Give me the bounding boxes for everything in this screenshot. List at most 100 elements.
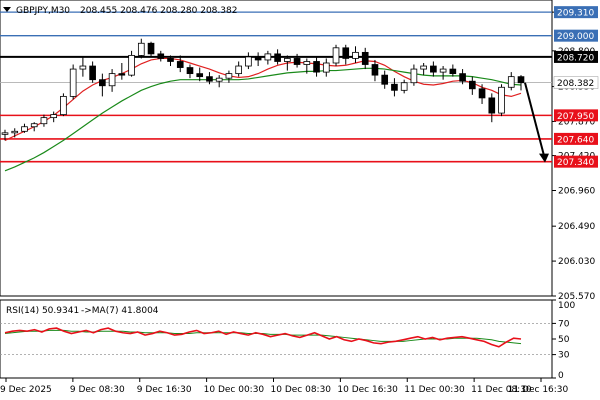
resistance-level-badge: [554, 6, 598, 19]
rsi-layer: [0, 322, 552, 356]
candles: [1, 38, 525, 141]
rsi-ma-label: ->MA(7) 41.8004: [81, 306, 159, 316]
moving-average-lines: [4, 57, 522, 172]
support-level-label: 207.950: [557, 112, 594, 122]
candle-up: [284, 58, 291, 62]
chart-header: GBPJPY,M30 208.455 208.476 208.280 208.3…: [3, 6, 237, 16]
arrow-head-icon: [539, 153, 549, 163]
candle-up: [11, 130, 19, 134]
forecast-arrow: [524, 82, 549, 163]
candle-up: [439, 68, 447, 73]
time-tick-label: 10 Dec 08:30: [271, 385, 332, 395]
candle-down: [371, 64, 379, 76]
current-price-label: 208.382: [557, 79, 594, 89]
candle-up: [498, 86, 505, 114]
rsi-tick-label: 0: [558, 371, 564, 381]
time-tick-label: 11 Dec 00:30: [404, 385, 465, 395]
candle-up: [108, 73, 116, 87]
candle-down: [468, 80, 476, 90]
time-tick-label: 9 Dec 2025: [0, 385, 52, 395]
candle-down: [157, 53, 165, 59]
candle-up: [322, 62, 330, 73]
candle-up: [69, 68, 77, 97]
candle-down: [99, 79, 106, 87]
candle-down: [118, 73, 126, 76]
candle-down: [342, 47, 350, 59]
ma-slow-line: [4, 67, 522, 172]
ohlc-values: 208.455 208.476 208.280 208.382: [80, 6, 237, 16]
candle-up: [245, 56, 252, 67]
time-tick-label: 9 Dec 08:30: [70, 385, 125, 395]
time-tick-label: 11 Dec 08:30: [471, 385, 532, 395]
candle-down: [274, 53, 281, 62]
resistance-level-label: 209.000: [557, 32, 594, 42]
candle-up: [264, 53, 272, 61]
candle-up: [215, 77, 223, 82]
rsi-panel: [0, 299, 553, 379]
candle-down: [361, 51, 369, 65]
rsi-tick-label: 70: [558, 319, 570, 329]
price-axis: 209.310208.800208.330207.870207.420206.9…: [552, 6, 599, 302]
candle-down: [449, 68, 457, 75]
candle-down: [196, 73, 204, 78]
support-level-badge: [554, 109, 598, 122]
candle-down: [313, 61, 320, 73]
time-axis: 9 Dec 2025 9 Dec 08:30 9 Dec 16:30 10 Dec 0…: [0, 378, 569, 395]
resistance-level-badge: [554, 29, 598, 42]
price-tick-label: 206.960: [558, 187, 595, 197]
rsi-line: [4, 327, 522, 348]
candle-up: [303, 61, 311, 65]
candle-up: [420, 65, 427, 70]
candle-down: [488, 97, 496, 114]
candle-up: [225, 73, 233, 79]
candle-up: [235, 65, 242, 75]
candle-up: [50, 114, 58, 119]
time-tick-label: 10 Dec 00:30: [204, 385, 265, 395]
current-price-badge: [553, 76, 599, 89]
candle-up: [400, 82, 408, 91]
rsi-label: RSI(14) 50.9341: [6, 306, 79, 316]
candle-up: [128, 55, 135, 76]
candle-up: [507, 76, 515, 88]
support-level-label: 207.640: [557, 135, 594, 145]
rsi-tick-label: 50: [558, 335, 570, 345]
rsi-tick-label: 100: [558, 301, 575, 311]
candle-down: [186, 67, 194, 75]
price-tick-label: 206.030: [558, 257, 595, 267]
pivot-level-label: 208.720: [557, 53, 594, 63]
support-level-badge: [554, 155, 598, 168]
rsi-axis: 100 70 50 30 0: [552, 299, 575, 381]
time-tick-label: 9 Dec 16:30: [137, 385, 192, 395]
candle-down: [459, 73, 466, 82]
candle-down: [381, 74, 389, 85]
candle-up: [79, 65, 87, 70]
pivot-level-badge: [554, 50, 598, 63]
candle-down: [176, 61, 184, 68]
candle-down: [89, 65, 96, 81]
time-tick-label: 10 Dec 16:30: [337, 385, 398, 395]
candle-down: [293, 58, 301, 65]
candle-down: [478, 88, 486, 99]
candle-up: [30, 123, 38, 128]
price-tick-label: 206.490: [558, 222, 595, 232]
time-tick-label: 11 Dec 16:30: [508, 385, 569, 395]
arrow-shaft: [524, 82, 545, 156]
candle-up: [60, 95, 67, 116]
candle-down: [206, 76, 213, 82]
ma-fast-line: [4, 57, 522, 141]
price-tick-label: 205.570: [558, 292, 595, 302]
candle-down: [391, 83, 398, 91]
candle-down: [147, 42, 155, 55]
support-level-label: 207.340: [557, 158, 594, 168]
price-panel: [0, 0, 553, 297]
candle-up: [21, 126, 28, 132]
candle-up: [137, 42, 145, 56]
candle-up: [332, 47, 340, 64]
resistance-level-label: 209.310: [557, 9, 594, 19]
collapse-triangle-icon[interactable]: [3, 7, 11, 12]
candle-up: [1, 132, 9, 135]
candle-up: [352, 51, 359, 59]
candle-down: [517, 76, 525, 84]
candle-up: [410, 68, 418, 84]
